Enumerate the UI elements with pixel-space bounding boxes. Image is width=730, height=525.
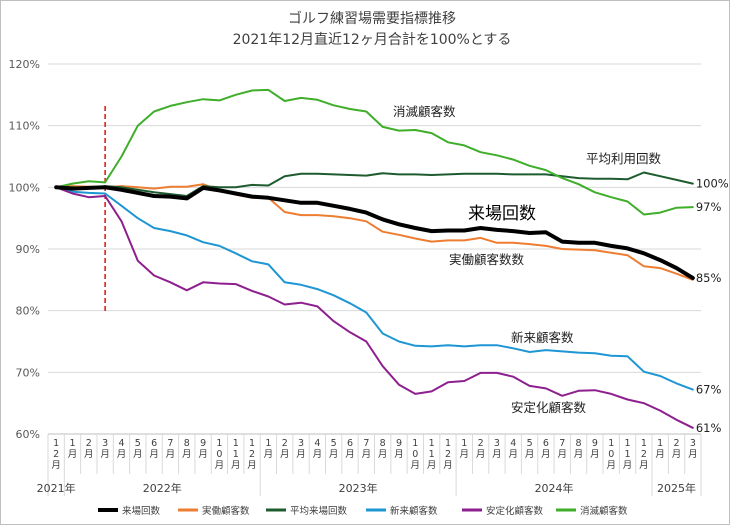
legend-label: 安定化顧客数 [486, 505, 544, 517]
legend-label: 来場回数 [122, 505, 161, 517]
y-tick-label: 60% [16, 428, 40, 441]
series-lines [54, 88, 695, 429]
y-tick-label: 110% [9, 120, 40, 133]
series-line [55, 88, 694, 216]
series-line [55, 186, 694, 391]
series-line [54, 185, 695, 280]
y-tick-label: 100% [9, 181, 40, 194]
series-annotation: 消滅顧客数 [393, 104, 456, 119]
legend-label: 新来顧客数 [390, 505, 438, 517]
series-annotations: 来場回数 85% 実働顧客数数 平均利用回数 100% 新来顧客数 67% 安定化顧客数 61%… [393, 104, 729, 435]
year-label: 2025年 [657, 481, 696, 495]
year-label: 2021年 [37, 481, 76, 495]
y-axis: 60% 70% 80% 90% 100% 110% 120% [9, 58, 40, 441]
legend: 来場回数 実働顧客数 平均来場回数 新来顧客数 安定化顧客数 消滅顧客数 [98, 505, 628, 517]
series-line [55, 171, 694, 197]
series-annotation: 実働顧客数数 [449, 252, 525, 267]
y-tick-label: 70% [16, 366, 40, 379]
series-end-label: 61% [696, 421, 722, 435]
series-line [55, 183, 694, 281]
series-end-label: 97% [696, 200, 722, 214]
chart-title-line1: ゴルフ練習場需要指標推移 [288, 10, 456, 27]
x-axis: 1 2 月 1 月 2 月 3 月 4 月 5 月 6 月 7 月 8 月 9 月 1 0 月 1 1 月 1 2 月 1 月 2 月 3 月 4 月 5 月… [37, 433, 702, 496]
series-annotation: 平均利用回数 [586, 151, 662, 166]
chart-title-line2: 2021年12月直近12ヶ月合計を100%とする [233, 31, 512, 48]
series-line [55, 186, 694, 429]
y-tick-label: 120% [9, 58, 40, 71]
year-label: 2023年 [339, 481, 378, 495]
year-label: 2022年 [143, 481, 182, 495]
legend-label: 消滅顧客数 [580, 505, 628, 517]
legend-label: 実働顧客数 [202, 505, 250, 517]
series-annotation: 来場回数 [468, 204, 536, 224]
year-label: 2024年 [535, 481, 574, 495]
y-tick-label: 90% [16, 243, 40, 256]
series-end-label: 100% [696, 177, 729, 191]
legend-label: 平均来場回数 [290, 505, 348, 517]
y-tick-label: 80% [16, 305, 40, 318]
series-end-label: 85% [696, 271, 722, 285]
series-annotation: 新来顧客数 [511, 330, 574, 345]
series-end-label: 67% [696, 383, 722, 397]
series-annotation: 安定化顧客数 [511, 400, 587, 415]
